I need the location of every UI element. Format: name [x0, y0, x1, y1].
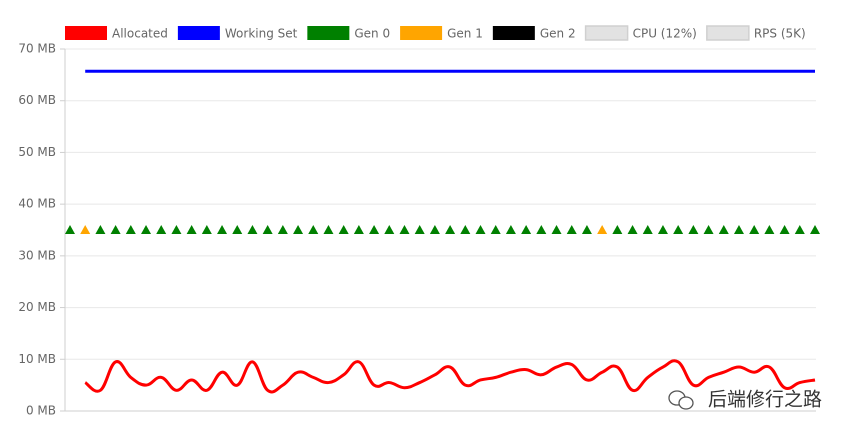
- y-tick-label: 10 MB: [18, 352, 56, 366]
- y-tick-label: 0 MB: [26, 404, 56, 418]
- gc-marker: [718, 225, 729, 234]
- gc-marker: [110, 225, 121, 234]
- legend-label: Gen 2: [540, 27, 576, 41]
- y-tick-label: 70 MB: [18, 42, 56, 56]
- watermark-icon: [668, 390, 694, 410]
- gc-marker: [399, 225, 410, 234]
- gc-marker: [293, 225, 304, 234]
- gc-marker: [749, 225, 760, 234]
- gc-marker: [80, 225, 91, 234]
- gc-marker: [125, 225, 136, 234]
- legend-swatch: [706, 25, 750, 41]
- gc-marker: [262, 225, 273, 234]
- gc-marker: [232, 225, 243, 234]
- watermark: 后端修行之路: [708, 389, 822, 411]
- gc-marker: [369, 225, 380, 234]
- gc-marker: [566, 225, 577, 234]
- y-tick-label: 40 MB: [18, 197, 56, 211]
- gc-marker: [353, 225, 364, 234]
- gc-marker: [642, 225, 653, 234]
- gc-marker: [764, 225, 775, 234]
- gc-marker: [65, 225, 75, 234]
- gc-marker: [627, 225, 638, 234]
- y-tick-label: 50 MB: [18, 145, 56, 159]
- gc-marker: [460, 225, 471, 234]
- series-line: [84, 359, 816, 394]
- legend-label: RPS (5K): [754, 27, 806, 41]
- gc-marker: [475, 225, 486, 234]
- gc-marker: [186, 225, 197, 234]
- gc-marker: [703, 225, 714, 234]
- legend-swatch: [65, 26, 107, 40]
- y-tick-label: 60 MB: [18, 93, 56, 107]
- gc-marker: [551, 225, 562, 234]
- gc-marker: [156, 225, 167, 234]
- gc-marker: [688, 225, 699, 234]
- gc-marker: [171, 225, 182, 234]
- legend-swatch: [177, 26, 220, 40]
- gc-marker: [384, 225, 395, 234]
- gc-marker: [217, 225, 228, 234]
- legend-label: CPU (12%): [633, 27, 697, 41]
- legend-swatch: [492, 26, 535, 40]
- gc-marker: [490, 225, 501, 234]
- legend-label: Working Set: [225, 27, 298, 41]
- gc-marker: [657, 225, 668, 234]
- gc-marker: [794, 225, 805, 234]
- legend-swatch: [307, 26, 350, 40]
- gc-marker: [201, 225, 212, 234]
- legend-label: Gen 0: [354, 27, 390, 41]
- legend-label: Gen 1: [447, 27, 483, 41]
- y-tick-label: 20 MB: [18, 300, 56, 314]
- gc-marker: [338, 225, 349, 234]
- gc-marker: [445, 225, 456, 234]
- y-tick-label: 30 MB: [18, 248, 56, 262]
- gc-marker: [277, 225, 288, 234]
- gc-marker: [597, 225, 608, 234]
- gc-marker: [810, 225, 820, 234]
- gc-marker: [323, 225, 334, 234]
- gc-marker: [505, 225, 516, 234]
- gc-marker: [673, 225, 684, 234]
- gc-marker: [521, 225, 532, 234]
- gc-marker: [581, 225, 592, 234]
- legend-label: Allocated: [112, 27, 168, 41]
- gc-marker: [779, 225, 790, 234]
- legend-swatch: [584, 25, 629, 41]
- gc-marker: [733, 225, 744, 234]
- gc-marker: [95, 225, 106, 234]
- gc-marker: [536, 225, 547, 234]
- legend-swatch: [400, 26, 443, 40]
- gc-marker: [429, 225, 440, 234]
- gc-marker: [308, 225, 319, 234]
- gc-marker: [141, 225, 152, 234]
- gc-marker: [247, 225, 258, 234]
- gc-marker: [612, 225, 623, 234]
- gc-marker: [414, 225, 425, 234]
